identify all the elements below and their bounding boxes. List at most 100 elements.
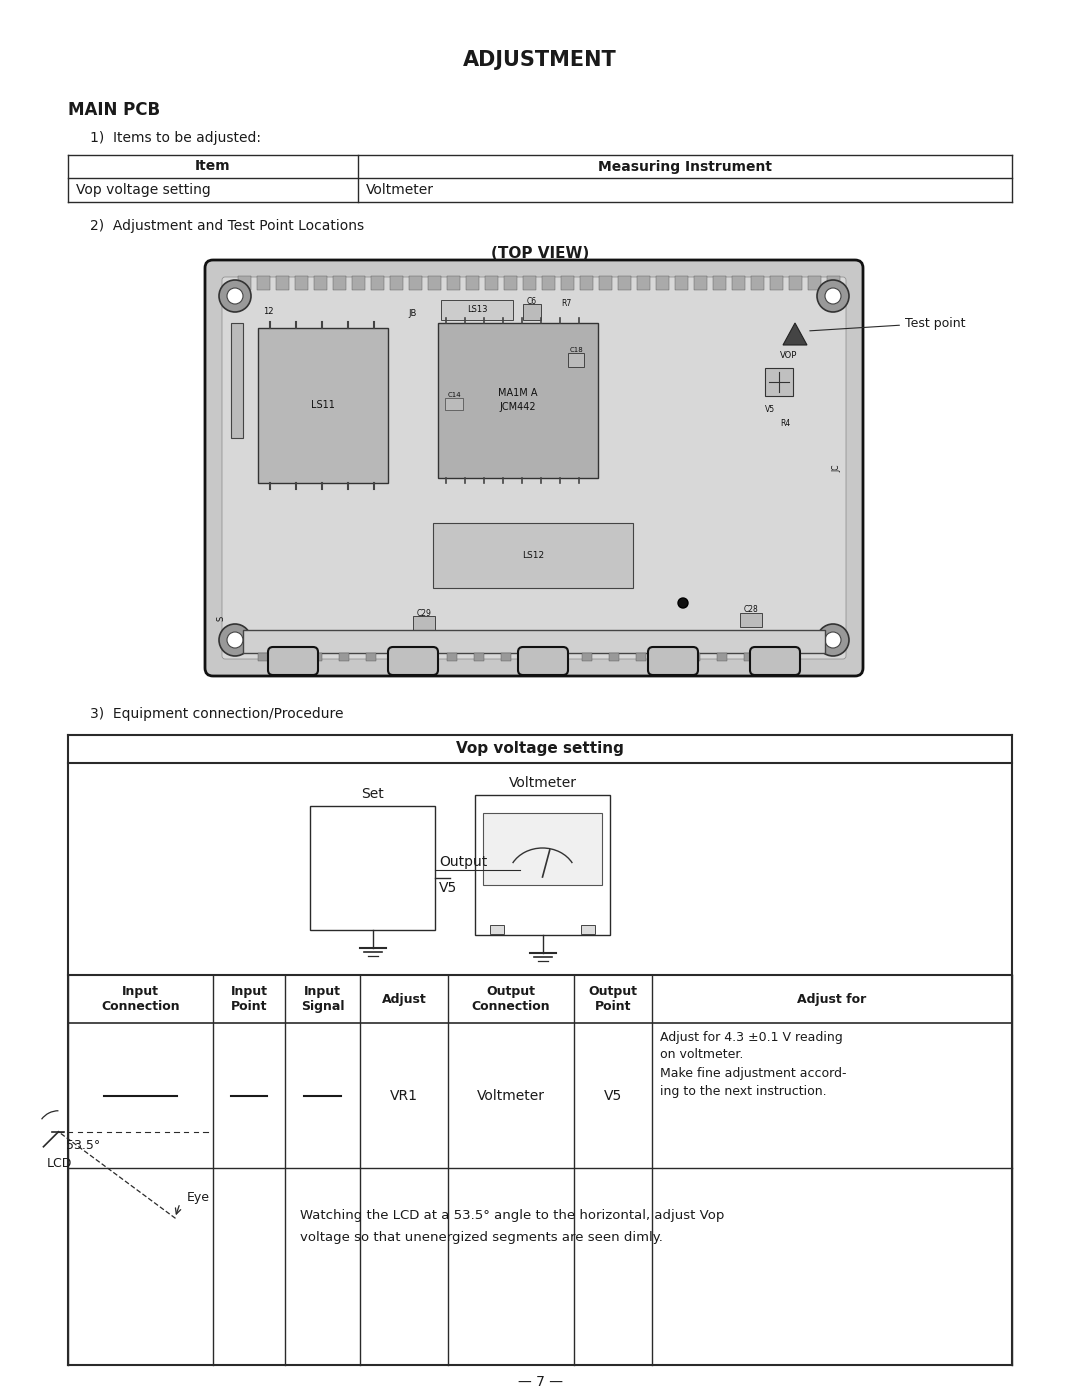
FancyBboxPatch shape bbox=[222, 277, 846, 659]
Bar bbox=[333, 277, 346, 291]
Text: (TOP VIEW): (TOP VIEW) bbox=[491, 246, 589, 260]
Text: S: S bbox=[216, 615, 226, 620]
Text: C6: C6 bbox=[527, 296, 537, 306]
Bar bbox=[501, 652, 511, 661]
Bar bbox=[581, 925, 595, 935]
Bar bbox=[474, 652, 484, 661]
Bar bbox=[765, 367, 793, 395]
Bar bbox=[393, 652, 403, 661]
FancyBboxPatch shape bbox=[268, 647, 318, 675]
Bar bbox=[390, 277, 403, 291]
Bar bbox=[751, 277, 764, 291]
Text: R7: R7 bbox=[561, 299, 571, 307]
Bar bbox=[827, 277, 840, 291]
Bar bbox=[231, 323, 243, 439]
Text: Output: Output bbox=[438, 855, 487, 869]
Circle shape bbox=[219, 624, 251, 657]
Bar bbox=[465, 277, 480, 291]
Bar bbox=[555, 652, 565, 661]
Text: voltage so that unenergized segments are seen dimly.: voltage so that unenergized segments are… bbox=[300, 1232, 663, 1245]
Text: C29: C29 bbox=[417, 609, 431, 617]
Bar bbox=[542, 277, 555, 291]
Bar bbox=[656, 277, 669, 291]
Circle shape bbox=[219, 279, 251, 312]
Text: R4: R4 bbox=[780, 419, 791, 427]
Text: Set: Set bbox=[361, 787, 383, 800]
Text: Make fine adjustment accord-: Make fine adjustment accord- bbox=[660, 1066, 847, 1080]
Text: Input
Connection: Input Connection bbox=[102, 985, 179, 1013]
Circle shape bbox=[816, 624, 849, 657]
Text: Adjust: Adjust bbox=[381, 992, 427, 1006]
Text: VOP: VOP bbox=[780, 352, 797, 360]
Bar bbox=[475, 795, 610, 935]
Bar bbox=[447, 277, 460, 291]
Text: on voltmeter.: on voltmeter. bbox=[660, 1049, 743, 1062]
Text: Voltmeter: Voltmeter bbox=[477, 1088, 545, 1102]
Circle shape bbox=[678, 598, 688, 608]
Bar bbox=[285, 652, 295, 661]
Bar bbox=[409, 277, 422, 291]
Text: — 7 —: — 7 — bbox=[517, 1375, 563, 1389]
Bar bbox=[420, 652, 430, 661]
Circle shape bbox=[227, 631, 243, 648]
Text: 12: 12 bbox=[262, 306, 273, 316]
Circle shape bbox=[485, 873, 495, 883]
Bar bbox=[428, 277, 441, 291]
Text: LCD: LCD bbox=[46, 1157, 71, 1171]
Bar bbox=[433, 522, 633, 588]
Bar bbox=[372, 277, 384, 291]
Text: Measuring Instrument: Measuring Instrument bbox=[598, 159, 772, 173]
Bar bbox=[314, 277, 327, 291]
Bar bbox=[276, 277, 289, 291]
Text: Output
Point: Output Point bbox=[589, 985, 637, 1013]
FancyBboxPatch shape bbox=[388, 647, 438, 675]
Text: 3)  Equipment connection/Procedure: 3) Equipment connection/Procedure bbox=[90, 707, 343, 721]
Bar bbox=[258, 652, 268, 661]
Circle shape bbox=[816, 279, 849, 312]
Bar bbox=[618, 277, 631, 291]
Text: Vop voltage setting: Vop voltage setting bbox=[456, 742, 624, 757]
Text: LS11: LS11 bbox=[311, 401, 335, 411]
Text: C28: C28 bbox=[744, 605, 758, 615]
Bar bbox=[771, 652, 781, 661]
Bar bbox=[238, 277, 251, 291]
Bar bbox=[717, 652, 727, 661]
Bar bbox=[637, 277, 650, 291]
Bar bbox=[438, 323, 598, 478]
Bar bbox=[523, 277, 536, 291]
Circle shape bbox=[825, 631, 841, 648]
Text: Item: Item bbox=[195, 159, 231, 173]
Bar bbox=[663, 652, 673, 661]
Text: V5: V5 bbox=[765, 405, 775, 415]
Bar bbox=[713, 277, 726, 291]
Bar bbox=[770, 277, 783, 291]
Bar bbox=[366, 652, 376, 661]
FancyBboxPatch shape bbox=[648, 647, 698, 675]
Text: Voltmeter: Voltmeter bbox=[366, 183, 434, 197]
Bar bbox=[582, 652, 592, 661]
Text: V5: V5 bbox=[604, 1088, 622, 1102]
Text: Input
Signal: Input Signal bbox=[300, 985, 345, 1013]
Bar bbox=[694, 277, 707, 291]
Bar bbox=[568, 353, 584, 367]
Bar bbox=[243, 630, 825, 652]
Text: JCM442: JCM442 bbox=[500, 401, 537, 412]
Bar bbox=[744, 652, 754, 661]
Bar bbox=[310, 806, 435, 930]
Bar bbox=[312, 652, 322, 661]
Text: C18: C18 bbox=[569, 346, 583, 353]
Text: Vop voltage setting: Vop voltage setting bbox=[76, 183, 211, 197]
Bar bbox=[675, 277, 688, 291]
Text: Test point: Test point bbox=[810, 317, 966, 331]
Bar bbox=[441, 300, 513, 320]
Bar bbox=[295, 277, 308, 291]
Text: ADJUSTMENT: ADJUSTMENT bbox=[463, 50, 617, 70]
Bar bbox=[352, 277, 365, 291]
Bar bbox=[413, 616, 435, 630]
Bar bbox=[609, 652, 619, 661]
Bar bbox=[690, 652, 700, 661]
Text: ing to the next instruction.: ing to the next instruction. bbox=[660, 1084, 826, 1098]
FancyBboxPatch shape bbox=[518, 647, 568, 675]
Text: Output
Connection: Output Connection bbox=[472, 985, 551, 1013]
Bar bbox=[523, 305, 541, 320]
